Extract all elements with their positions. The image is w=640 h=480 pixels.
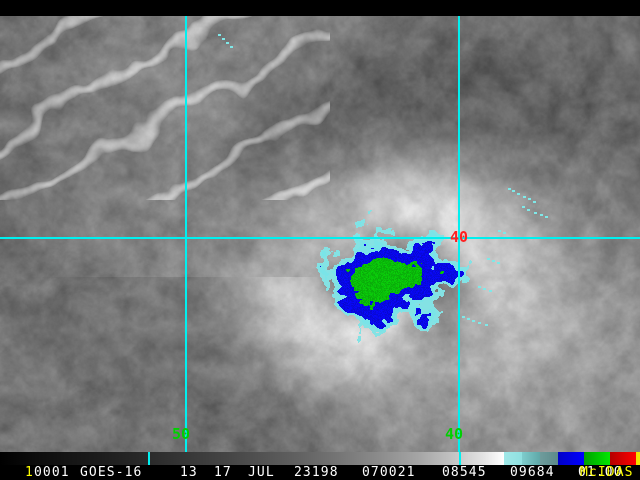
grid-label-lon-40-bottom: 40 (445, 425, 464, 443)
color-bar-segment-12 (454, 452, 484, 465)
color-bar-segment-11 (420, 452, 454, 465)
color-bar-segment-1 (30, 452, 66, 465)
status-field-element-coord: 09684 (510, 465, 555, 480)
color-bar-segment-19 (610, 452, 636, 465)
color-bar-tick-1 (459, 452, 461, 465)
status-field-frame-number: 0001 (34, 465, 70, 480)
color-bar-segment-9 (340, 452, 380, 465)
color-bar-segment-13 (484, 452, 504, 465)
color-bar-segment-18 (584, 452, 610, 465)
color-bar-segment-6 (228, 452, 262, 465)
top-letterbox (0, 0, 640, 16)
status-text-bar: 1 0001 GOES-16 13 17 JUL 23198 070021 08545 09684… (0, 465, 640, 480)
color-bar-segment-14 (504, 452, 522, 465)
color-bar-segment-7 (262, 452, 300, 465)
satellite-raster[interactable] (0, 0, 640, 452)
color-bar-segment-5 (190, 452, 228, 465)
enhancement-color-bar[interactable] (0, 452, 640, 465)
color-bar-segment-10 (380, 452, 420, 465)
gridline-vertical-1 (458, 0, 460, 452)
color-bar-segment-20 (636, 452, 640, 465)
grid-label-lat-40-right: 40 (450, 228, 469, 246)
status-field-band-number: 13 (180, 465, 198, 480)
status-field-line-coord: 08545 (442, 465, 487, 480)
color-bar-segment-15 (522, 452, 540, 465)
status-field-software-name: McIDAS (580, 465, 634, 480)
color-bar-segment-0 (0, 452, 30, 465)
status-field-julian-date: 23198 (294, 465, 339, 480)
status-field-satellite-name: GOES-16 (80, 465, 143, 480)
gridline-vertical-0 (185, 0, 187, 452)
status-field-frame-index: 1 (25, 465, 34, 480)
satellite-image-canvas[interactable] (0, 0, 640, 452)
color-bar-segment-17 (558, 452, 584, 465)
status-field-day-of-month: 17 (214, 465, 232, 480)
status-field-month-name: JUL (248, 465, 275, 480)
status-field-resolution: 01.00 (578, 465, 623, 480)
color-bar-segment-2 (66, 452, 100, 465)
color-bar-segment-16 (540, 452, 558, 465)
status-field-image-time: 070021 (362, 465, 416, 480)
grid-label-lon-50-bottom: 50 (172, 425, 191, 443)
color-bar-segment-8 (300, 452, 340, 465)
color-bar-segment-4 (148, 452, 190, 465)
gridline-horizontal-0 (0, 237, 640, 239)
color-bar-tick-0 (148, 452, 150, 465)
color-bar-segment-3 (100, 452, 148, 465)
